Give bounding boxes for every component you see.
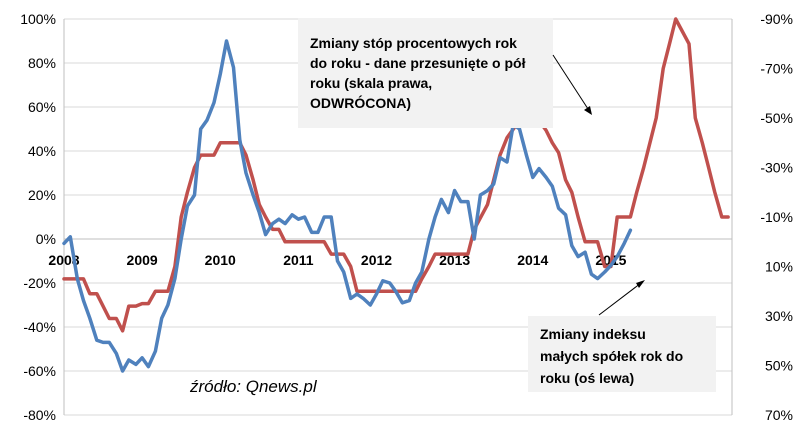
x-tick-label: 2009 xyxy=(127,252,158,268)
y-right-tick-label: -10% xyxy=(760,209,793,225)
y-right-tick-label: 50% xyxy=(765,358,793,374)
y-right-tick-label: 10% xyxy=(765,259,793,275)
series-line-rates_change xyxy=(62,17,730,333)
annotation-small-caps-line: Zmiany indeksu xyxy=(540,326,646,342)
annotation-small-caps-arrow xyxy=(598,280,645,316)
y-left-tick-label: -20% xyxy=(23,275,56,291)
y-left-tick-label: 20% xyxy=(28,187,56,203)
annotation-rates-line: Zmiany stóp procentowych rok xyxy=(310,35,517,51)
x-tick-label: 2012 xyxy=(361,252,392,268)
y-left-tick-label: 60% xyxy=(28,99,56,115)
annotation-small-caps-line: małych spółek rok do xyxy=(540,348,683,364)
y-right-tick-label: -30% xyxy=(760,160,793,176)
annotation-rates: Zmiany stóp procentowych rok do roku - d… xyxy=(298,18,553,128)
annotation-small-caps: Zmiany indeksu małych spółek rok do roku… xyxy=(528,316,716,392)
y-right-tick-label: -90% xyxy=(760,11,793,27)
annotation-rates-arrow xyxy=(552,54,592,115)
y-right-tick-label: 30% xyxy=(765,308,793,324)
y-axis-left-ticks: 100% 80% 60% 40% 20% 0% -20% -40% -60% -80% xyxy=(20,11,56,423)
annotation-rates-line: roku (skala prawa, xyxy=(310,75,432,91)
y-left-tick-label: 0% xyxy=(36,231,56,247)
y-left-tick-label: -80% xyxy=(23,407,56,423)
y-left-tick-label: -60% xyxy=(23,363,56,379)
x-tick-label: 2011 xyxy=(283,252,314,268)
annotation-small-caps-box xyxy=(528,316,716,392)
y-right-tick-label: -50% xyxy=(760,110,793,126)
y-left-tick-label: 80% xyxy=(28,55,56,71)
annotation-rates-box xyxy=(298,18,553,128)
y-left-tick-label: 40% xyxy=(28,143,56,159)
y-right-tick-label: -70% xyxy=(760,61,793,77)
series-line-small_caps xyxy=(62,39,633,373)
annotation-small-caps-line: roku (oś lewa) xyxy=(540,370,634,386)
x-tick-label: 2013 xyxy=(439,252,470,268)
series-group xyxy=(62,17,730,373)
annotation-rates-line: do roku - dane przesunięte o pół xyxy=(310,55,526,71)
x-tick-label: 2010 xyxy=(205,252,236,268)
y-left-tick-label: 100% xyxy=(20,11,56,27)
y-right-tick-label: 70% xyxy=(765,407,793,423)
y-left-tick-label: -40% xyxy=(23,319,56,335)
annotation-rates-line: ODWRÓCONA) xyxy=(310,94,411,111)
y-axis-right-ticks: -90% -70% -50% -30% -10% 10% 30% 50% 70% xyxy=(760,11,793,423)
x-tick-label: 2014 xyxy=(517,252,548,268)
source-label: źródło: Qnews.pl xyxy=(189,377,318,396)
